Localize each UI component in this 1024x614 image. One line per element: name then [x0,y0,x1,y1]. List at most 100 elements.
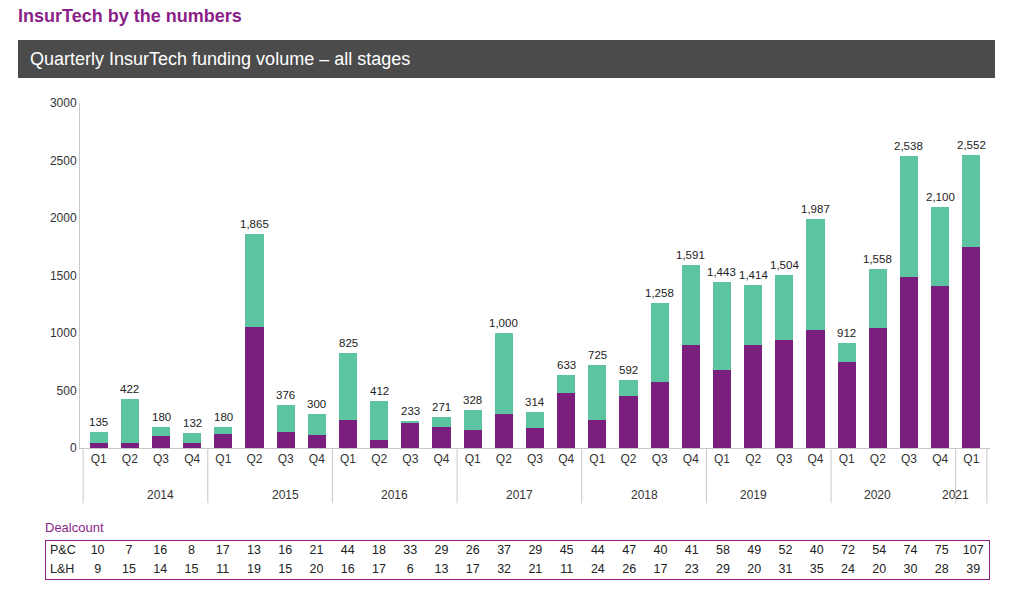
svg-text:Q4: Q4 [932,452,948,466]
svg-text:422: 422 [120,383,139,395]
html-text:40: 40 [809,543,824,557]
svg-text:Q3: Q3 [402,452,418,466]
html-text:17: 17 [215,543,230,557]
svg-text:Q4: Q4 [807,452,823,466]
svg-text:1,000: 1,000 [489,317,518,329]
svg-text:1,258: 1,258 [645,287,674,299]
svg-text:Q2: Q2 [496,452,512,466]
svg-text:180: 180 [214,411,233,423]
svg-text:Q2: Q2 [620,452,636,466]
html-text:16: 16 [278,543,293,557]
svg-text:1,591: 1,591 [676,249,705,261]
svg-text:2000: 2000 [50,211,77,225]
svg-text:Q3: Q3 [776,452,792,466]
html-text:10: 10 [90,543,105,557]
svg-text:633: 633 [557,359,576,371]
html-text:72: 72 [841,543,855,557]
svg-text:1,558: 1,558 [863,253,892,265]
svg-text:Q2: Q2 [870,452,886,466]
html-text:21: 21 [309,543,324,557]
svg-text:1500: 1500 [50,269,77,283]
html-text:44: 44 [590,543,605,557]
svg-text:Q3: Q3 [278,452,294,466]
html-text:49: 49 [747,543,762,557]
svg-text:Q1: Q1 [91,452,107,466]
svg-text:376: 376 [276,389,295,401]
svg-text:Q1: Q1 [963,452,979,466]
svg-text:135: 135 [89,416,108,428]
html-text:52: 52 [778,543,793,557]
svg-text:412: 412 [370,385,389,397]
svg-text:Q4: Q4 [683,452,699,466]
svg-text:Q3: Q3 [153,452,169,466]
svg-text:2017: 2017 [506,488,533,502]
html-text:P&C: P&C [50,543,76,557]
svg-text:2021: 2021 [942,488,969,502]
svg-text:1,987: 1,987 [801,203,830,215]
svg-text:271: 271 [432,401,451,413]
html-text:Dealcount: Dealcount [45,520,104,535]
svg-text:1000: 1000 [50,326,77,340]
svg-text:Q4: Q4 [184,452,200,466]
html-text:37: 37 [497,543,511,557]
svg-text:Q1: Q1 [839,452,855,466]
svg-text:2018: 2018 [631,488,658,502]
html-text:13: 13 [247,543,261,557]
svg-text:Q2: Q2 [745,452,761,466]
html-text:Quarterly InsurTech funding vo: Quarterly InsurTech funding volume – all… [30,49,411,69]
html-text:47: 47 [622,543,637,557]
svg-text:Q2: Q2 [122,452,138,466]
svg-text:825: 825 [339,337,358,349]
svg-text:725: 725 [588,349,607,361]
svg-text:Q2: Q2 [371,452,387,466]
svg-text:2014: 2014 [147,488,174,502]
svg-text:2020: 2020 [864,488,891,502]
svg-text:1,504: 1,504 [770,259,799,271]
svg-text:2016: 2016 [381,488,408,502]
html-text:18: 18 [372,543,386,557]
svg-text:592: 592 [619,364,638,376]
svg-text:Q3: Q3 [901,452,917,466]
html-text:45: 45 [559,543,574,557]
html-text:16: 16 [153,543,168,557]
svg-text:Q1: Q1 [714,452,730,466]
html-text:26: 26 [465,543,480,557]
svg-text:Q1: Q1 [215,452,231,466]
svg-text:300: 300 [307,398,326,410]
svg-text:233: 233 [401,405,420,417]
svg-text:0: 0 [70,441,77,455]
svg-text:Q4: Q4 [434,452,450,466]
svg-text:1,865: 1,865 [240,218,269,230]
svg-text:1,443: 1,443 [707,266,736,278]
svg-text:2500: 2500 [50,154,77,168]
html-text:29: 29 [434,543,449,557]
svg-text:3000: 3000 [50,96,77,110]
html-text:33: 33 [403,543,418,557]
svg-text:2019: 2019 [740,488,767,502]
svg-text:314: 314 [525,396,545,408]
svg-text:2,552: 2,552 [957,139,986,151]
svg-text:180: 180 [152,411,171,423]
html-text:41: 41 [684,543,699,557]
svg-text:Q3: Q3 [527,452,543,466]
svg-text:132: 132 [183,417,202,429]
svg-text:2,100: 2,100 [926,191,955,203]
svg-text:Q4: Q4 [558,452,574,466]
html-text:29: 29 [528,543,543,557]
html-text:40: 40 [653,543,668,557]
svg-text:Q2: Q2 [247,452,263,466]
svg-text:2,538: 2,538 [894,140,923,152]
svg-text:Q1: Q1 [465,452,481,466]
svg-text:1,414: 1,414 [739,269,768,281]
svg-text:500: 500 [57,384,77,398]
svg-text:2015: 2015 [272,488,299,502]
svg-text:Q1: Q1 [589,452,605,466]
svg-text:Q3: Q3 [652,452,668,466]
html-text:58: 58 [716,543,730,557]
svg-text:Q4: Q4 [309,452,325,466]
svg-text:328: 328 [463,394,482,406]
html-text:44: 44 [340,543,355,557]
svg-text:Q1: Q1 [340,452,356,466]
svg-text:912: 912 [837,327,856,339]
html-text:InsurTech by the numbers: InsurTech by the numbers [18,6,242,26]
